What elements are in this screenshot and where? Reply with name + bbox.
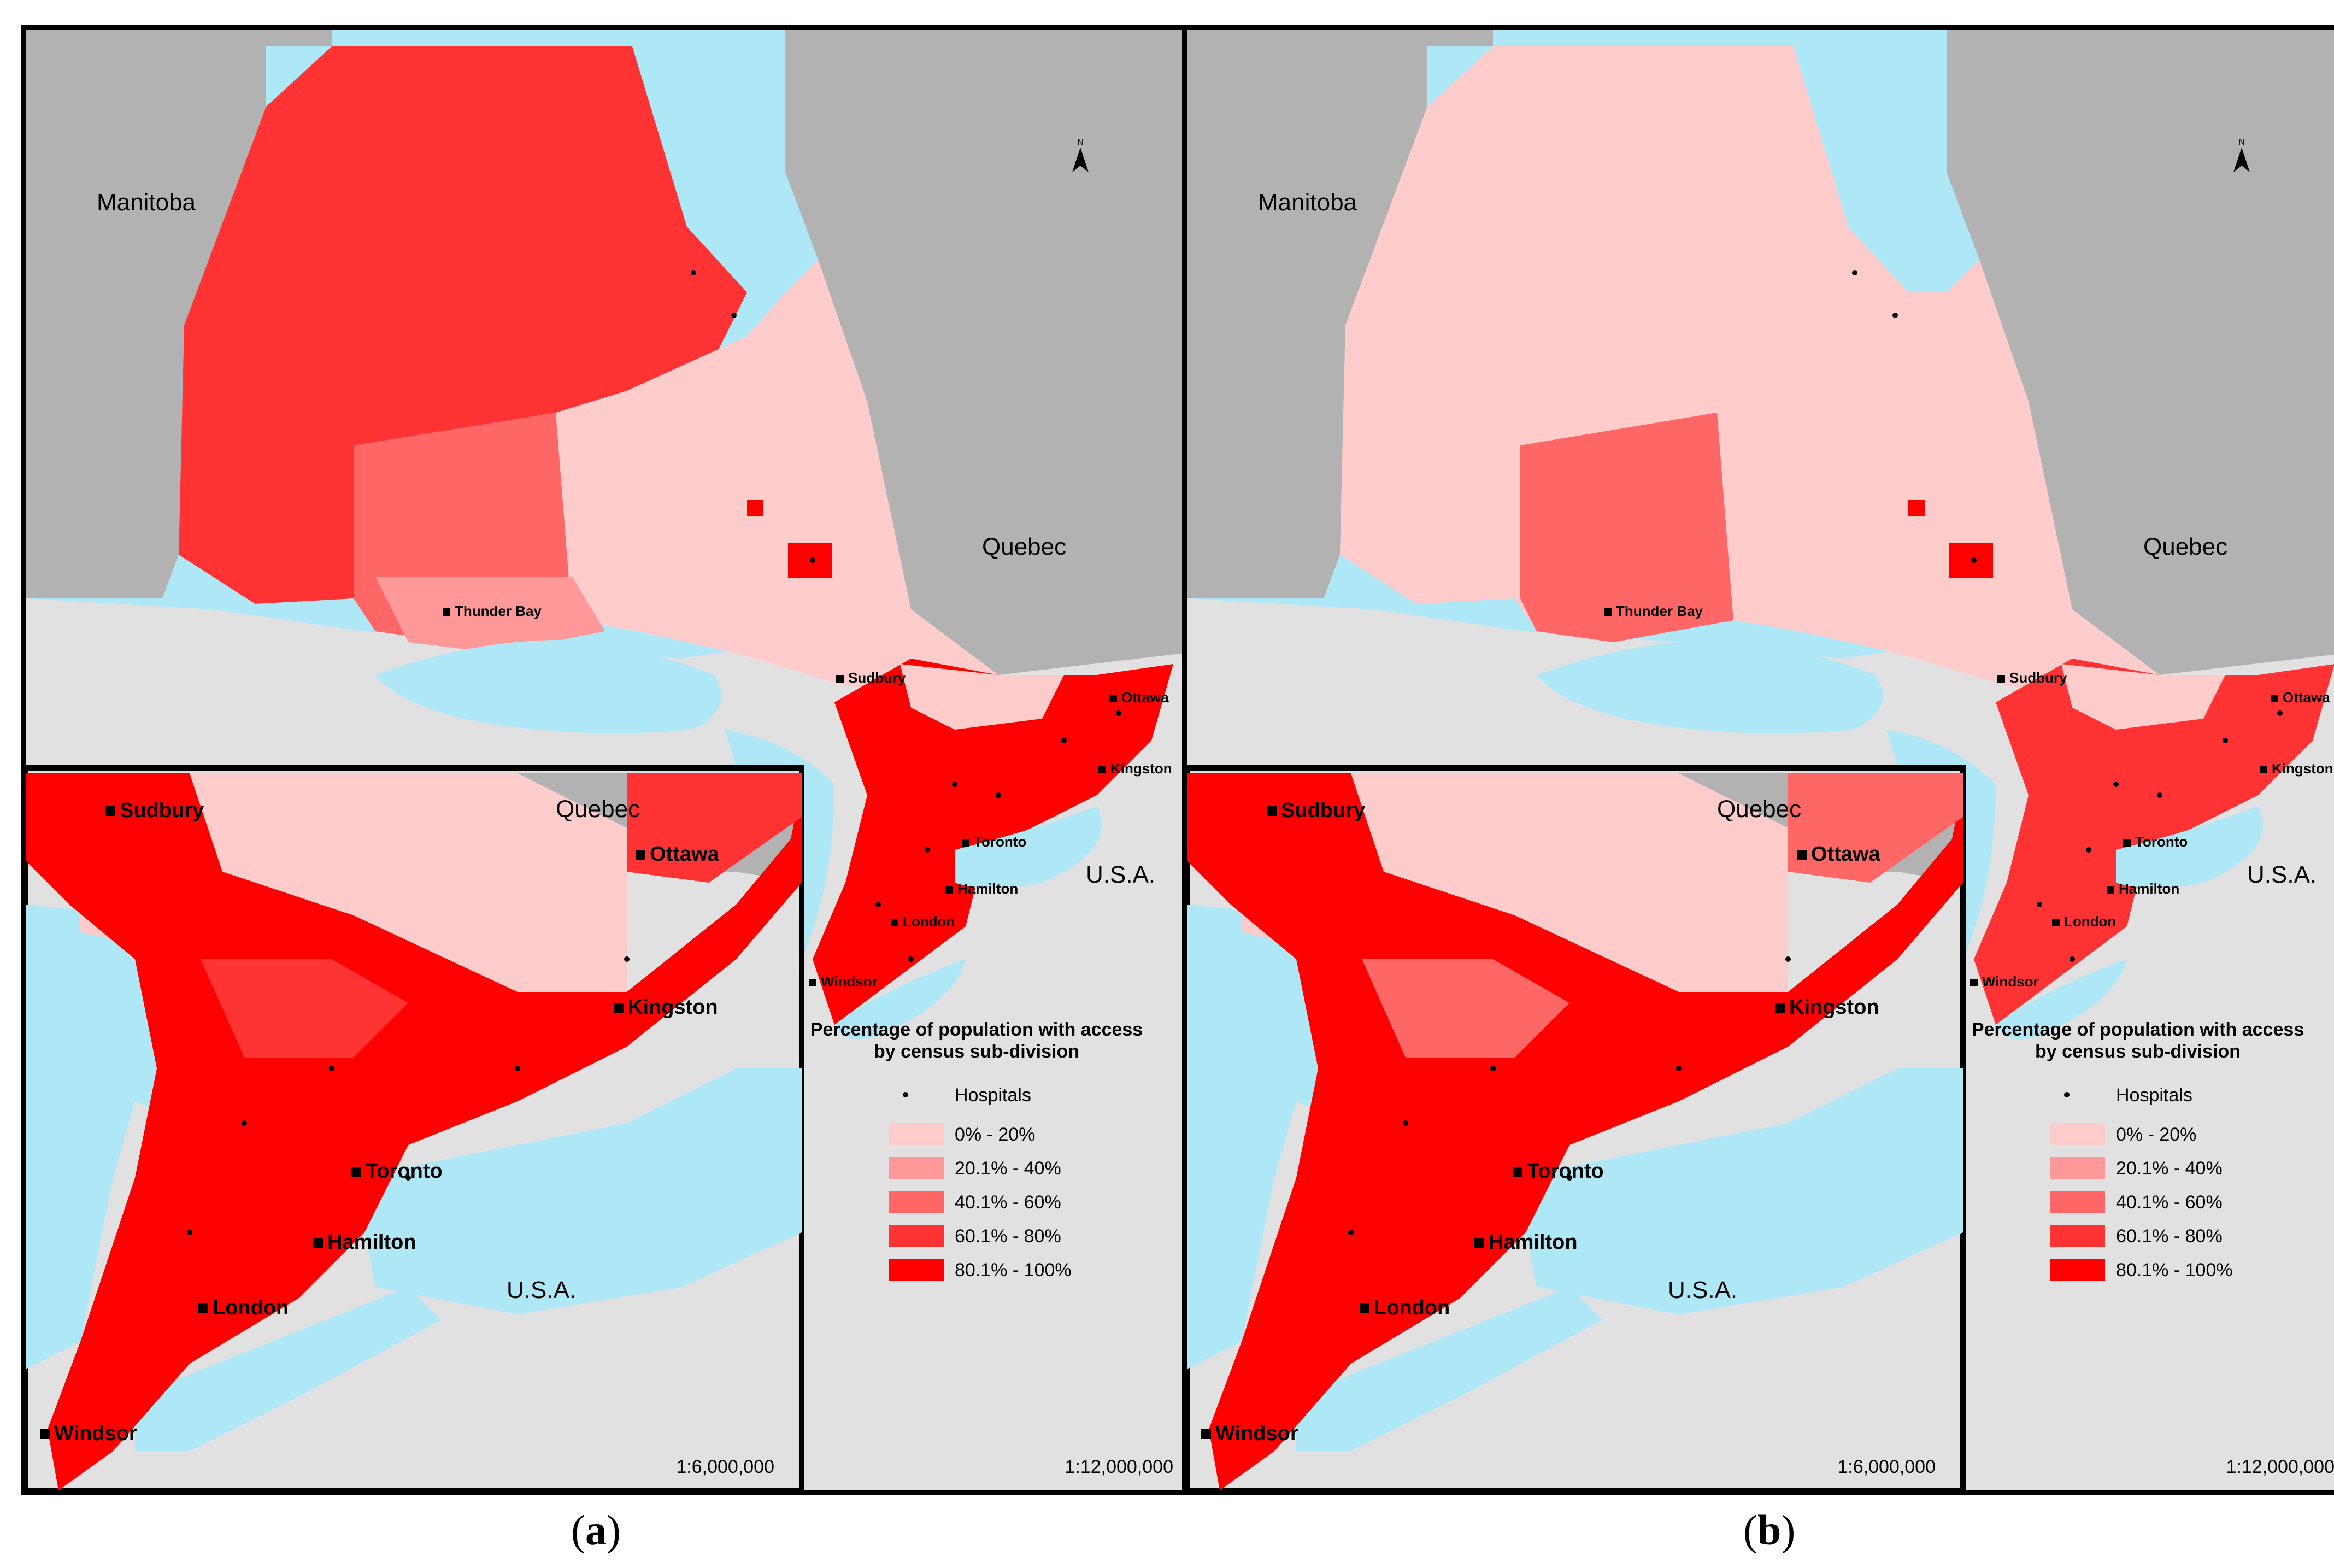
- svg-text:N: N: [1077, 138, 1084, 147]
- city-label: Hamilton: [327, 1231, 416, 1254]
- city-label: Thunder Bay: [455, 603, 542, 619]
- legend-class-label: 40.1% - 60%: [2116, 1192, 2223, 1213]
- map-a-svg: N Manitoba Quebec U.S.A. Thunder Bay Sud…: [26, 30, 1185, 1490]
- city-label: Sudbury: [2009, 670, 2067, 686]
- legend-class-label: 0% - 20%: [955, 1124, 1035, 1145]
- caption-a: (a): [571, 1506, 621, 1554]
- main-city-labels: Thunder Bay Sudbury Ottawa Kingston Toro…: [1604, 603, 2333, 990]
- caption-b: (b): [1743, 1506, 1796, 1554]
- city-label: Ottawa: [1811, 843, 1881, 866]
- city-label: Windsor: [54, 1422, 137, 1445]
- legend-swatch: [2050, 1225, 2105, 1247]
- manitoba-land: [26, 30, 266, 598]
- legend-swatch: [889, 1157, 944, 1179]
- north-arrow-icon: [2233, 148, 2250, 172]
- main-city-labels: Thunder Bay Sudbury Ottawa Kingston Toro…: [443, 603, 1172, 990]
- map-b-svg: N Manitoba Quebec U.S.A. Thunder Bay Sud…: [1187, 30, 2334, 1490]
- map-scale: 1:12,000,000: [2226, 1457, 2334, 1477]
- legend-swatch: [889, 1259, 944, 1281]
- inset-label-quebec: Quebec: [1717, 796, 1801, 823]
- city-label: London: [1374, 1296, 1450, 1319]
- city-label: London: [2064, 913, 2116, 930]
- legend-title-line1: Percentage of population with access: [1972, 1019, 2304, 1040]
- label-usa: U.S.A.: [1086, 861, 1155, 888]
- map-panel-b: N Manitoba Quebec U.S.A. Thunder Bay Sud…: [1182, 25, 2334, 1495]
- city-label: Sudbury: [120, 799, 204, 822]
- inset-map-a: [26, 765, 804, 1490]
- legend-swatch: [889, 1225, 944, 1247]
- label-manitoba: Manitoba: [97, 189, 196, 216]
- legend-class-label: 40.1% - 60%: [955, 1192, 1061, 1213]
- legend-hospitals: Hospitals: [955, 1085, 1031, 1106]
- city-label: Ottawa: [1121, 689, 1169, 706]
- legend-a: Percentage of population with access by …: [810, 1019, 1143, 1281]
- legend-class-label: 60.1% - 80%: [2116, 1226, 2223, 1247]
- map-scale: 1:12,000,000: [1065, 1457, 1173, 1477]
- inset-label-usa: U.S.A.: [1668, 1277, 1737, 1303]
- city-label: Toronto: [974, 833, 1026, 850]
- city-label: Ottawa: [650, 843, 720, 866]
- inset-scale: 1:6,000,000: [676, 1457, 774, 1477]
- map-panel-a: N Manitoba Quebec U.S.A. Thunder Bay Sud…: [21, 25, 1190, 1495]
- city-label: Hamilton: [1489, 1231, 1578, 1254]
- lake-erie: [834, 959, 966, 1040]
- city-label: London: [213, 1296, 289, 1319]
- hospital-symbol-icon: [2064, 1092, 2070, 1097]
- inset-label-usa: U.S.A.: [507, 1277, 576, 1303]
- legend-swatch: [889, 1191, 944, 1213]
- inset-city-labels: Sudbury Ottawa Kingston Toronto Hamilton…: [1201, 799, 1881, 1445]
- legend-swatch: [889, 1123, 944, 1145]
- city-label: Windsor: [821, 973, 878, 990]
- lake-ontario: [955, 806, 1102, 888]
- city-label: Toronto: [366, 1160, 443, 1183]
- lake-superior: [375, 640, 722, 733]
- city-label: Thunder Bay: [1616, 603, 1703, 619]
- legend-class-label: 20.1% - 40%: [955, 1158, 1061, 1179]
- city-label: Hamilton: [957, 880, 1018, 897]
- hospital-dots: [187, 270, 1121, 1235]
- city-label: Kingston: [2272, 760, 2333, 777]
- city-label: Toronto: [1527, 1160, 1604, 1183]
- city-label: London: [903, 913, 955, 930]
- legend-class-label: 80.1% - 100%: [955, 1260, 1072, 1281]
- legend-title-line1: Percentage of population with access: [810, 1019, 1143, 1040]
- ontario-northwest: [179, 46, 747, 604]
- label-usa: U.S.A.: [2247, 861, 2317, 888]
- legend-hospitals: Hospitals: [2116, 1085, 2192, 1106]
- label-quebec: Quebec: [982, 533, 1066, 560]
- legend-class-label: 20.1% - 40%: [2116, 1158, 2223, 1179]
- legend-title-line2: by census sub-division: [874, 1041, 1079, 1062]
- legend-class-label: 60.1% - 80%: [955, 1226, 1061, 1247]
- label-quebec: Quebec: [2143, 533, 2227, 560]
- hospital-symbol-icon: [903, 1092, 908, 1097]
- inset-label-quebec: Quebec: [556, 796, 640, 823]
- city-label: Sudbury: [848, 670, 906, 686]
- inset-scale: 1:6,000,000: [1837, 1457, 1936, 1477]
- legend-swatch: [2050, 1157, 2105, 1179]
- inset-city-labels: Sudbury Ottawa Kingston Toronto Hamilton…: [40, 799, 720, 1445]
- legend-class-label: 0% - 20%: [2116, 1124, 2196, 1145]
- svg-text:N: N: [2238, 138, 2245, 147]
- city-label: Hamilton: [2119, 880, 2179, 897]
- legend-title-line2: by census sub-division: [2035, 1041, 2241, 1062]
- hospital-dots: [1348, 270, 2283, 1235]
- quebec-land: [785, 30, 1185, 675]
- city-label: Sudbury: [1281, 799, 1365, 822]
- legend-swatch: [2050, 1123, 2105, 1145]
- city-label: Ottawa: [2283, 689, 2330, 706]
- legend-b: Percentage of population with access by …: [1972, 1019, 2304, 1281]
- legend-class-label: 80.1% - 100%: [2116, 1260, 2233, 1281]
- north-arrow-icon: [1072, 148, 1089, 172]
- inset-map-b: [1187, 765, 1966, 1490]
- city-label: Toronto: [2135, 833, 2188, 850]
- city-label: Windsor: [1215, 1422, 1298, 1445]
- ontario-northeast: [556, 260, 998, 697]
- city-label: Kingston: [628, 996, 718, 1019]
- city-label: Kingston: [1110, 760, 1172, 777]
- city-label: Windsor: [1982, 973, 2039, 990]
- label-manitoba: Manitoba: [1258, 189, 1357, 216]
- legend-swatch: [2050, 1191, 2105, 1213]
- city-label: Kingston: [1789, 996, 1879, 1019]
- legend-swatch: [2050, 1259, 2105, 1281]
